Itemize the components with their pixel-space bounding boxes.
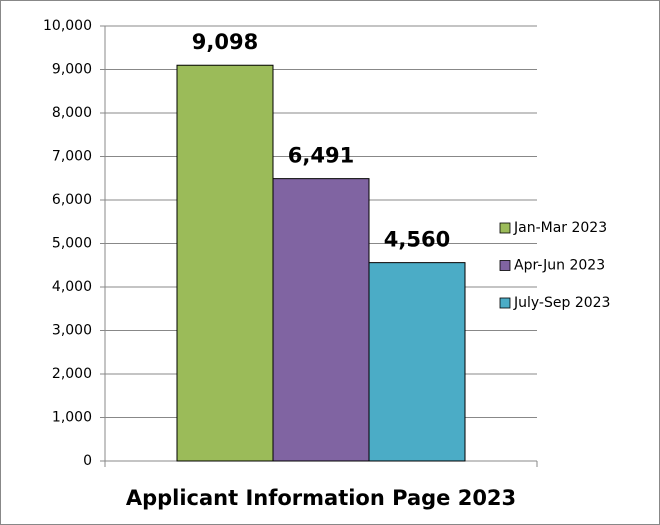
bar <box>272 178 370 462</box>
data-label: 6,491 <box>288 144 354 168</box>
y-tick-label: 8,000 <box>52 105 92 121</box>
data-label: 4,560 <box>384 228 450 252</box>
legend-swatch <box>499 222 511 234</box>
data-label: 9,098 <box>192 30 258 54</box>
y-tick-label: 7,000 <box>52 149 92 165</box>
legend-label: Jan-Mar 2023 <box>513 220 607 236</box>
y-tick-label: 1,000 <box>52 410 92 426</box>
y-tick-label: 10,000 <box>43 18 92 34</box>
y-tick-label: 2,000 <box>52 366 92 382</box>
bar <box>176 64 274 462</box>
y-tick-label: 0 <box>83 453 92 469</box>
y-tick-label: 9,000 <box>52 62 92 78</box>
bar <box>368 262 466 462</box>
y-tick-label: 6,000 <box>52 192 92 208</box>
legend-swatch <box>499 297 511 309</box>
y-tick-label: 5,000 <box>52 236 92 252</box>
chart-title: Applicant Information Page 2023 <box>126 486 516 510</box>
legend-label: July-Sep 2023 <box>513 295 610 311</box>
legend-label: Apr-Jun 2023 <box>514 258 605 274</box>
y-tick-label: 4,000 <box>52 279 92 295</box>
legend-swatch <box>499 260 511 271</box>
y-tick-label: 3,000 <box>52 323 92 339</box>
